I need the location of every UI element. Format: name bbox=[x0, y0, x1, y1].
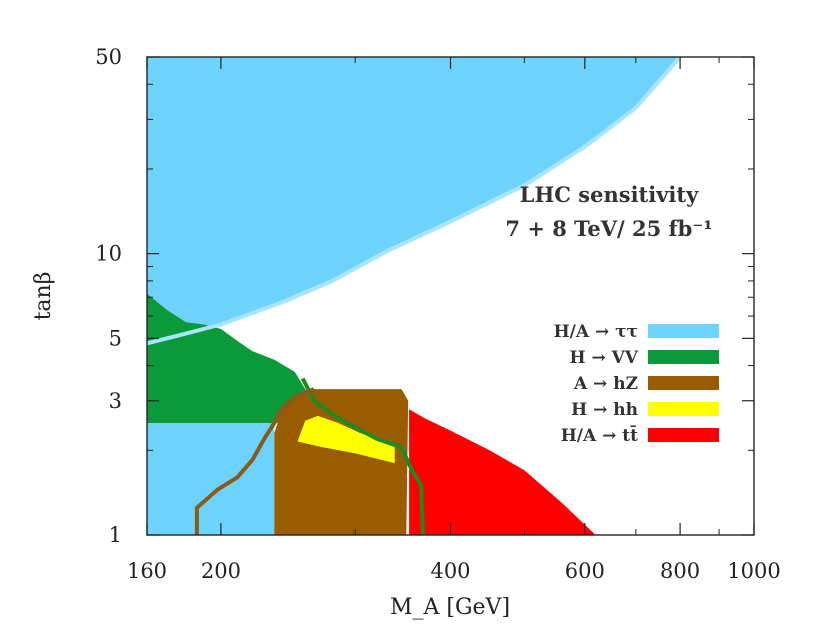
legend-label: A → hZ bbox=[573, 374, 638, 394]
region-h-a-0 bbox=[147, 57, 681, 344]
legend-label: H/A → tt̄ bbox=[561, 425, 638, 446]
legend-swatch bbox=[648, 350, 719, 364]
legend-swatch bbox=[648, 376, 719, 390]
x-tick-label: 1000 bbox=[727, 559, 780, 583]
y-tick-label: 50 bbox=[95, 45, 122, 69]
boundary-h-vv bbox=[300, 377, 425, 535]
boundary-h-a bbox=[147, 57, 682, 346]
x-tick-label: 400 bbox=[430, 559, 470, 583]
y-axis-title: tanβ bbox=[31, 272, 56, 321]
legend-label: H → VV bbox=[569, 348, 638, 368]
x-tick-label: 160 bbox=[127, 559, 167, 583]
x-axis-title: M_A [GeV] bbox=[390, 595, 510, 620]
x-axis-ticks: 160 200 400 600 800 1000 bbox=[127, 57, 781, 583]
region-boundaries bbox=[147, 57, 682, 535]
legend-label: H → hh bbox=[571, 400, 638, 420]
x-tick-label: 600 bbox=[565, 559, 605, 583]
legend-label: H/A → ττ bbox=[554, 322, 638, 342]
region-h-vv-0 bbox=[147, 293, 311, 423]
region-h-hh-0 bbox=[297, 415, 395, 464]
x-tick-label: 800 bbox=[660, 559, 700, 583]
exclusion-regions bbox=[147, 57, 681, 535]
region-h-a-tt-0 bbox=[409, 409, 596, 535]
x-tick-label: 200 bbox=[201, 559, 241, 583]
legend-swatch bbox=[648, 324, 719, 338]
annotation-line-1: LHC sensitivity bbox=[520, 182, 699, 207]
legend: H/A → ττ H → VV A → hZ H → hh H/A → tt̄ bbox=[554, 322, 719, 446]
y-tick-label: 10 bbox=[95, 242, 122, 266]
y-tick-label: 1 bbox=[109, 523, 122, 547]
y-axis-ticks: 1 3 5 10 50 bbox=[95, 45, 754, 547]
region-a-hz-0 bbox=[274, 389, 409, 535]
boundary-a-hz bbox=[194, 387, 315, 535]
region-h-a-1 bbox=[147, 423, 275, 535]
y-tick-label: 3 bbox=[109, 389, 122, 413]
legend-swatch bbox=[648, 428, 719, 442]
legend-swatch bbox=[648, 402, 719, 416]
annotation-line-2: 7 + 8 TeV/ 25 fb⁻¹ bbox=[505, 216, 712, 241]
y-tick-label: 5 bbox=[109, 326, 122, 350]
